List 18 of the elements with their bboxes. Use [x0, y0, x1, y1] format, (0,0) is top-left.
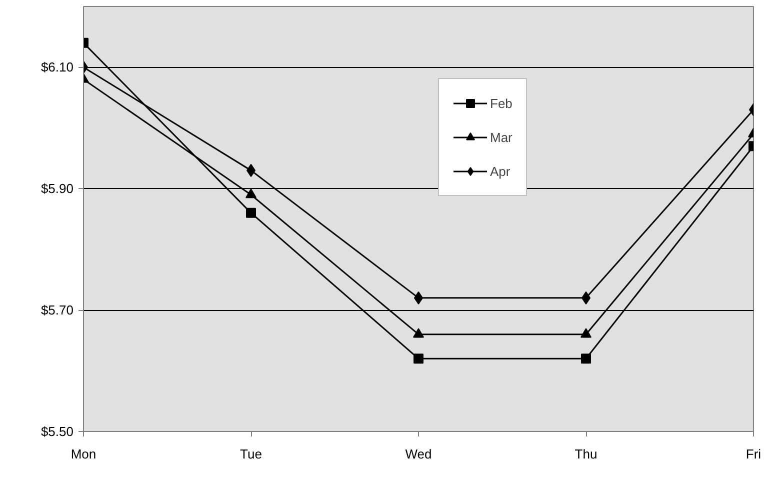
point [414, 354, 424, 364]
y-tick-label: $5.50 [40, 424, 74, 439]
y-tick-label: $5.90 [40, 181, 74, 196]
x-tick-label: Thu [574, 446, 598, 462]
legend-label: Feb [490, 96, 512, 110]
y-tick-label: $6.10 [40, 60, 74, 75]
x-tick-label: Wed [405, 446, 432, 462]
point [246, 208, 256, 218]
point [580, 328, 592, 338]
legend-label: Mar [490, 130, 512, 144]
legend-label: Apr [490, 164, 510, 178]
y-tick-label: $5.70 [40, 302, 74, 318]
x-tick-label: Tue [240, 446, 262, 462]
point [581, 354, 591, 364]
x-tick-label: Fri [746, 446, 762, 462]
point [246, 188, 256, 198]
x-tick-label: Mon [70, 446, 96, 462]
point [413, 328, 424, 338]
